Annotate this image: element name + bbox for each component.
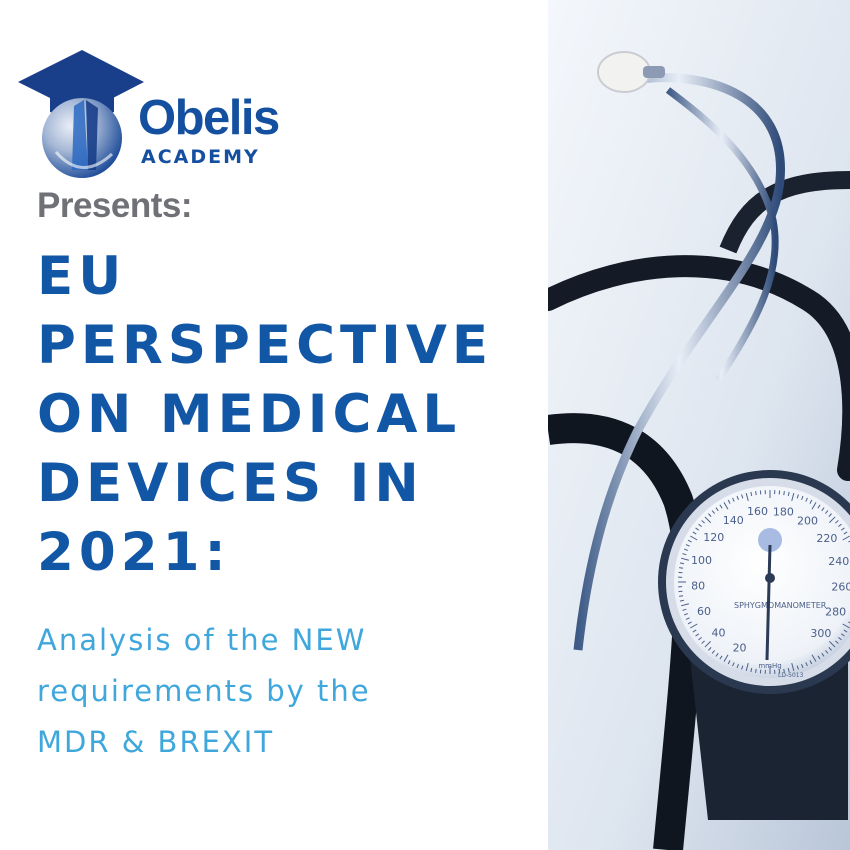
gauge-scale-label: 180 — [773, 505, 794, 518]
gauge-scale-label: 200 — [797, 515, 818, 528]
headline-line: PERSPECTIVE — [37, 315, 494, 376]
obelis-academy-logo: Obelis ACADEMY — [16, 42, 316, 182]
subheadline: Analysis of the NEW requirements by the … — [37, 615, 507, 768]
gauge-brand-text: SPHYGMOMANOMETER — [734, 601, 827, 610]
gauge-scale-label: 140 — [723, 514, 744, 527]
logo-subtitle: ACADEMY — [141, 146, 260, 168]
headline-line: ON MEDICAL — [37, 384, 462, 445]
graduation-cap-emblem-icon — [18, 50, 144, 178]
gauge-unit: mmHg — [758, 662, 781, 670]
gauge-scale-label: 240 — [828, 555, 849, 568]
gauge-scale-label: 60 — [697, 605, 711, 618]
gauge-scale-label: 280 — [825, 606, 846, 619]
subheadline-line: MDR & BREXIT — [37, 725, 275, 759]
gauge-scale-label: 160 — [747, 505, 768, 518]
headline: EU PERSPECTIVE ON MEDICAL DEVICES IN 202… — [37, 242, 517, 587]
headline-line: DEVICES IN — [37, 453, 424, 514]
gauge-scale-label: 300 — [810, 627, 831, 640]
stethoscope-photo: 20 40 60 80 100 120 140 160 180 200 220 240 260 280 30… — [548, 0, 850, 850]
headline-line: 2021: — [37, 522, 231, 583]
gauge-scale-label: 100 — [691, 554, 712, 567]
gauge-scale-label: 80 — [691, 580, 705, 593]
gauge-scale-label: 120 — [703, 531, 724, 544]
gauge-model: LD-5013 — [778, 672, 804, 679]
logo-name: Obelis — [138, 91, 280, 145]
headline-line: EU — [37, 246, 127, 307]
subheadline-line: Analysis of the NEW — [37, 623, 367, 657]
subheadline-line: requirements by the — [37, 674, 371, 708]
presents-label: Presents: — [37, 186, 193, 225]
gauge-scale-label: 260 — [831, 580, 850, 593]
gauge-scale-label: 20 — [733, 641, 747, 654]
gauge-scale-label: 40 — [711, 626, 725, 639]
gauge-scale-label: 220 — [816, 532, 837, 545]
